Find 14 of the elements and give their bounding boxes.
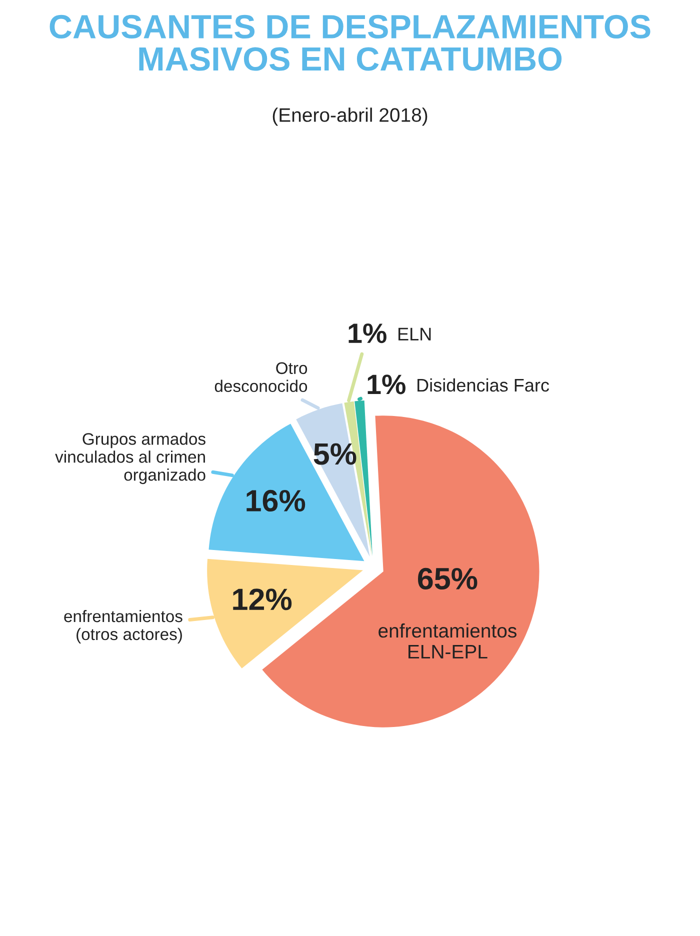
data-label: 12%	[233, 588, 292, 610]
chart-title: CAUSANTES DE DESPLAZAMIENTOS MASIVOS EN CATATUMBO	[50, 14, 650, 71]
slice-label: Otro desconocido	[214, 362, 308, 392]
data-label: 1%	[368, 374, 406, 394]
slice-label: enfrentamientos (otros actores)	[64, 610, 182, 644]
data-label: 16%	[246, 490, 306, 512]
data-label: 1%	[348, 324, 386, 344]
slice-label: Disidencias Farc	[418, 378, 550, 392]
data-label: 5%	[314, 443, 356, 465]
slice-label: enfrentamientos ELN-EPL	[378, 623, 516, 658]
data-label: 65%	[418, 568, 478, 590]
chart-subtitle: (Enero-abril 2018)	[272, 108, 428, 126]
slice-label: Grupos armados vinculados al crimen organizado	[55, 432, 206, 484]
slice-label: ELN	[398, 328, 431, 340]
